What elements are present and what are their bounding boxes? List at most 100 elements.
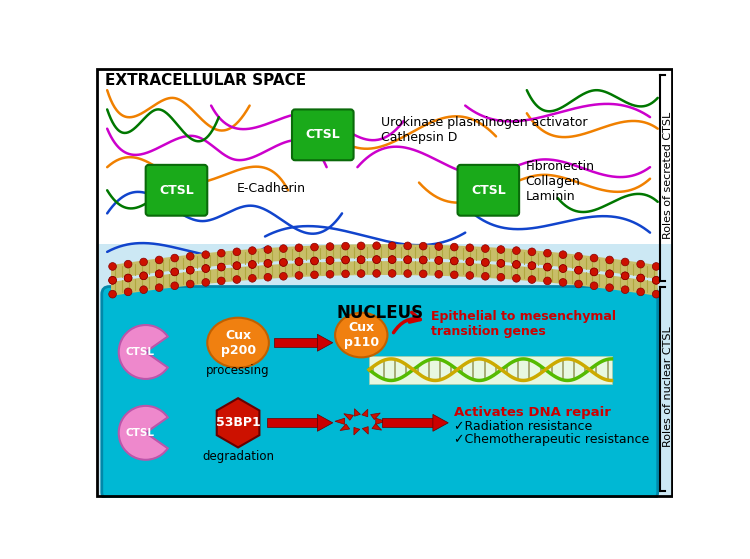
Ellipse shape	[335, 312, 388, 357]
Circle shape	[187, 266, 194, 274]
Circle shape	[637, 260, 644, 268]
Circle shape	[528, 248, 536, 255]
Circle shape	[140, 272, 148, 280]
Circle shape	[466, 258, 474, 266]
Circle shape	[342, 256, 350, 264]
Circle shape	[451, 257, 458, 265]
Circle shape	[435, 257, 442, 264]
Circle shape	[373, 256, 380, 263]
Bar	[369, 356, 611, 383]
Circle shape	[124, 260, 132, 268]
Ellipse shape	[207, 318, 268, 368]
Bar	[266, 418, 317, 428]
Circle shape	[326, 271, 334, 278]
Circle shape	[404, 256, 412, 264]
Bar	[382, 418, 433, 428]
Circle shape	[217, 277, 225, 285]
Circle shape	[528, 262, 536, 269]
Circle shape	[466, 272, 474, 280]
Circle shape	[560, 264, 567, 272]
Circle shape	[621, 272, 629, 280]
Circle shape	[621, 258, 629, 266]
Polygon shape	[344, 414, 353, 420]
Circle shape	[202, 251, 209, 258]
Text: Roles of nuclear CTSL: Roles of nuclear CTSL	[663, 326, 673, 447]
Circle shape	[264, 245, 272, 253]
Text: NUCLEUS: NUCLEUS	[337, 304, 424, 322]
Circle shape	[482, 259, 489, 266]
Circle shape	[560, 278, 567, 286]
FancyBboxPatch shape	[458, 165, 519, 216]
Circle shape	[140, 286, 148, 293]
Circle shape	[497, 245, 505, 253]
Circle shape	[388, 256, 396, 263]
Circle shape	[606, 256, 613, 264]
Circle shape	[574, 266, 582, 274]
Circle shape	[357, 256, 365, 264]
Polygon shape	[354, 428, 360, 435]
Circle shape	[621, 272, 629, 280]
Circle shape	[574, 280, 582, 288]
Circle shape	[373, 269, 380, 277]
Circle shape	[419, 270, 427, 278]
Circle shape	[155, 284, 163, 292]
Circle shape	[187, 266, 194, 274]
Circle shape	[140, 272, 148, 280]
Circle shape	[606, 270, 613, 278]
Circle shape	[233, 262, 241, 269]
Text: CTSL: CTSL	[471, 184, 506, 197]
Polygon shape	[317, 414, 333, 432]
Circle shape	[388, 242, 396, 249]
Polygon shape	[376, 418, 386, 424]
Circle shape	[606, 270, 613, 278]
Circle shape	[310, 257, 318, 265]
Circle shape	[248, 260, 256, 268]
Circle shape	[109, 277, 116, 284]
Circle shape	[404, 242, 412, 250]
Circle shape	[155, 256, 163, 264]
Text: E-Cadherin: E-Cadherin	[236, 182, 305, 195]
Circle shape	[590, 254, 598, 262]
FancyBboxPatch shape	[102, 287, 658, 500]
Polygon shape	[335, 418, 345, 424]
Circle shape	[171, 254, 178, 262]
Circle shape	[482, 272, 489, 280]
Circle shape	[155, 270, 163, 278]
Circle shape	[652, 263, 660, 271]
Text: ✓Chemotherapeutic resistance: ✓Chemotherapeutic resistance	[454, 433, 649, 446]
Circle shape	[388, 269, 396, 277]
Circle shape	[435, 243, 442, 250]
Circle shape	[248, 274, 256, 282]
Circle shape	[357, 256, 365, 264]
Circle shape	[217, 263, 225, 271]
Circle shape	[233, 262, 241, 269]
Circle shape	[590, 268, 598, 276]
Text: degradation: degradation	[202, 450, 274, 463]
Circle shape	[217, 263, 225, 271]
Circle shape	[497, 259, 505, 267]
Circle shape	[388, 256, 396, 263]
Text: CTSL: CTSL	[125, 347, 154, 357]
Circle shape	[357, 242, 365, 250]
Circle shape	[560, 264, 567, 272]
Circle shape	[280, 259, 287, 266]
Circle shape	[652, 277, 660, 284]
Circle shape	[652, 290, 660, 298]
Circle shape	[109, 277, 116, 284]
Circle shape	[528, 276, 536, 283]
Circle shape	[544, 263, 551, 271]
Circle shape	[466, 258, 474, 266]
Circle shape	[621, 286, 629, 293]
Circle shape	[248, 247, 256, 254]
Circle shape	[295, 258, 303, 266]
Circle shape	[574, 253, 582, 260]
Circle shape	[451, 257, 458, 265]
Circle shape	[342, 256, 350, 264]
Circle shape	[233, 276, 241, 283]
Circle shape	[497, 273, 505, 281]
Circle shape	[637, 274, 644, 282]
Circle shape	[512, 247, 520, 254]
Circle shape	[295, 258, 303, 266]
Circle shape	[419, 242, 427, 250]
Polygon shape	[362, 427, 368, 434]
